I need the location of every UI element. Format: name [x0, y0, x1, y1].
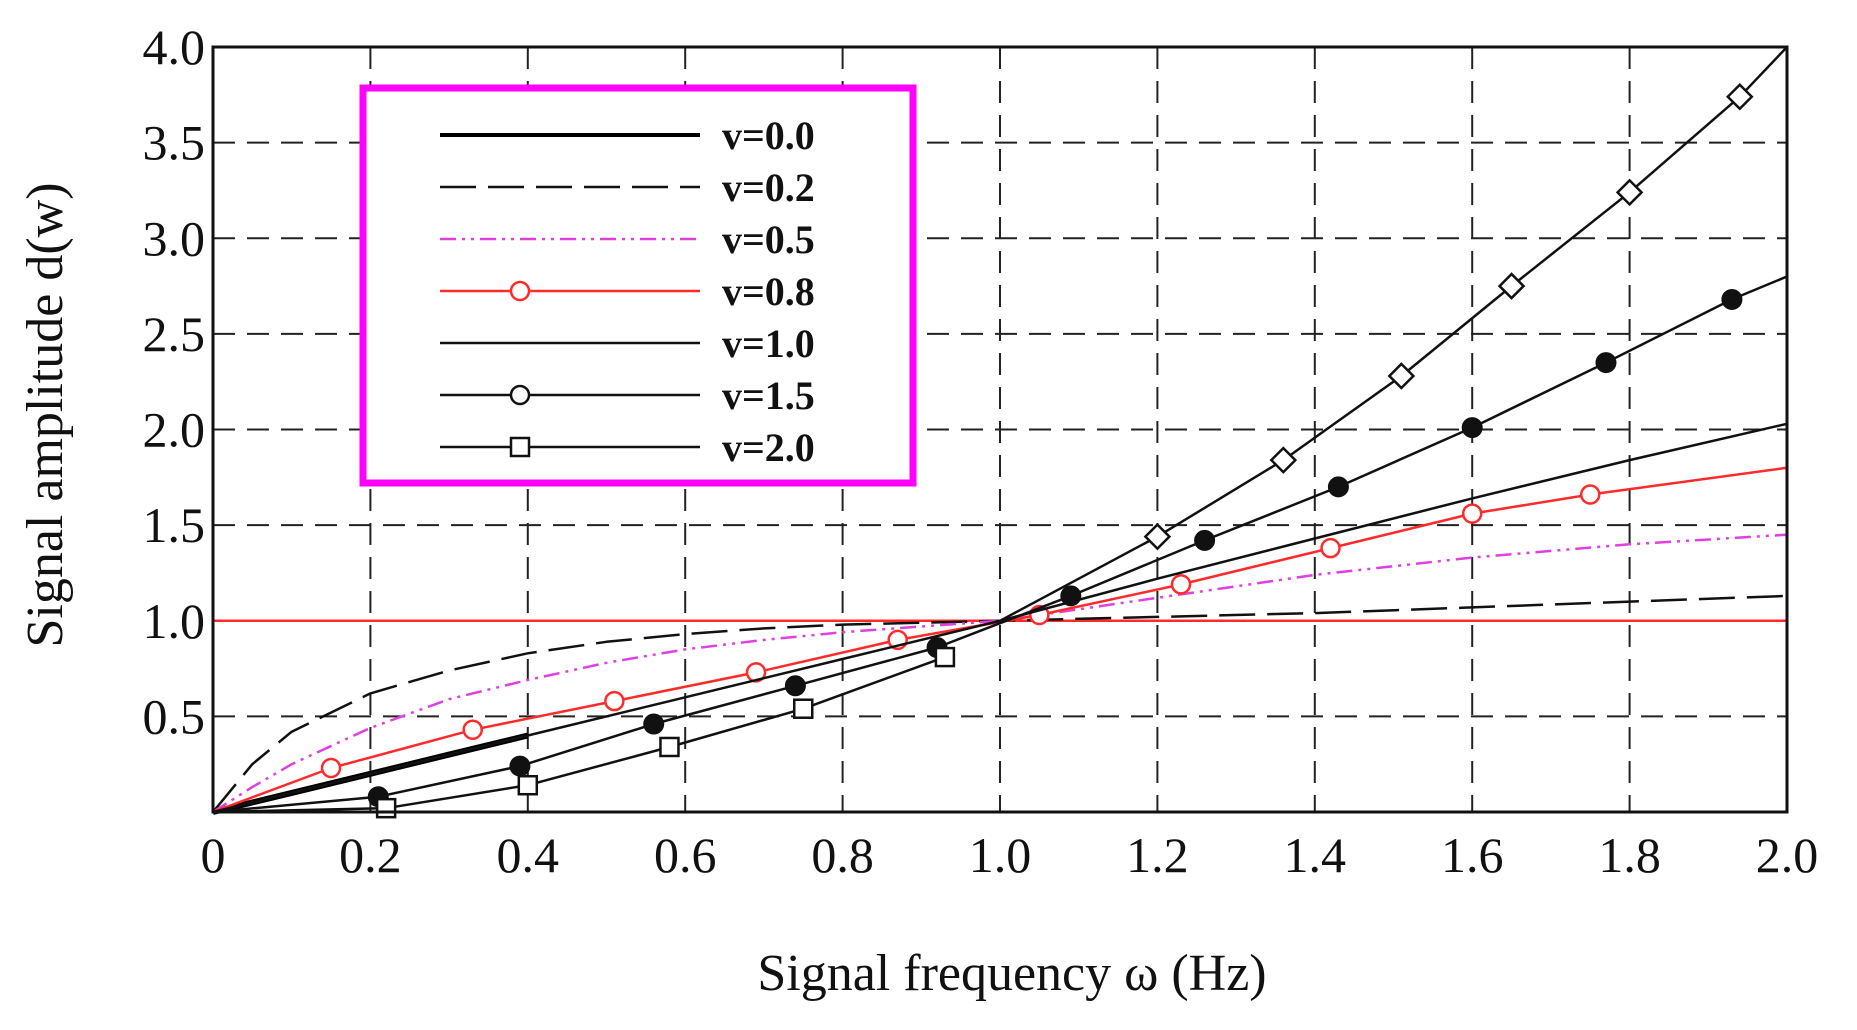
- data-point-7-5: [1615, 178, 1644, 207]
- series-line-2: [212, 533, 1788, 814]
- tick-labels: 0 0.2 0.4 0.6 0.8 1.0 1.2 1.4 1.6 1.8 2.0 0.5 1.0 1.5…: [143, 19, 1819, 883]
- data-point-7-6: [1726, 82, 1754, 111]
- data-point-3-10: [1580, 484, 1601, 505]
- legend-entry-0: v=0.0: [440, 113, 815, 158]
- series-7: [999, 46, 1788, 622]
- data-point-5-8: [1327, 476, 1349, 498]
- data-point-5-2: [509, 755, 531, 777]
- legend-label: v=0.8: [722, 269, 815, 314]
- x-tick-label: 1.6: [1441, 827, 1504, 883]
- series-6: [212, 646, 956, 819]
- legend-entry-4: v=1.0: [440, 321, 815, 366]
- data-point-3-4: [745, 662, 767, 683]
- series-line-1: [212, 594, 1788, 813]
- x-tick-label: 1.4: [1284, 827, 1347, 883]
- x-tick-label: 2.0: [1756, 827, 1819, 883]
- data-point-6-3: [659, 736, 680, 758]
- data-point-6-2: [517, 774, 539, 796]
- legend-label: v=1.0: [722, 321, 815, 366]
- series-line-6: [212, 655, 946, 814]
- y-tick-label: 3.5: [143, 115, 206, 171]
- data-point-7-4: [1497, 272, 1526, 300]
- legend-entry-1: v=0.2: [440, 165, 815, 210]
- data-point-3-8: [1320, 537, 1341, 559]
- data-point-5-7: [1194, 529, 1216, 551]
- series-1: [212, 594, 1788, 813]
- x-tick-label: 0.2: [339, 827, 402, 883]
- y-tick-label: 1.5: [143, 497, 206, 553]
- x-tick-label: 1.0: [969, 827, 1032, 883]
- legend: v=0.0 v=0.2 v=0.5 v=0.8 v=1.0 v=1.5 v=2.0: [359, 84, 917, 487]
- data-point-3-1: [320, 757, 342, 779]
- x-tick-label: 0.4: [497, 827, 560, 883]
- x-axis-title: Signal frequency ω (Hz): [757, 945, 1266, 1002]
- legend-entry-6: v=2.0: [440, 425, 815, 470]
- data-point-6-5: [934, 646, 956, 668]
- data-point-6-1: [375, 797, 397, 819]
- y-tick-label: 3.0: [143, 210, 206, 266]
- series-2: [212, 533, 1788, 814]
- legend-entry-2: v=0.5: [440, 217, 815, 262]
- legend-entry-3: v=0.8: [440, 269, 815, 314]
- data-point-7-2: [1269, 446, 1298, 474]
- data-point-5-6: [1060, 585, 1082, 607]
- x-tick-label: 1.8: [1598, 827, 1661, 883]
- data-point-6-4: [793, 698, 814, 719]
- data-point-7-3: [1387, 362, 1416, 390]
- y-tick-label: 1.0: [143, 593, 206, 649]
- legend-label: v=1.5: [722, 373, 815, 418]
- legend-box: [359, 84, 917, 487]
- y-tick-label: 2.5: [143, 306, 206, 362]
- data-point-3-7: [1170, 574, 1192, 595]
- x-tick-label: 0.6: [654, 827, 717, 883]
- legend-label: v=0.0: [722, 113, 815, 158]
- data-point-5-3: [643, 713, 665, 735]
- x-tick-label: 0: [201, 827, 226, 883]
- legend-entry-5: v=1.5: [440, 373, 815, 418]
- data-point-3-2: [462, 719, 483, 741]
- data-point-5-11: [1721, 288, 1743, 310]
- legend-marker: [509, 384, 531, 406]
- legend-label: v=0.2: [722, 165, 815, 210]
- legend-label: v=0.5: [722, 217, 815, 262]
- y-axis-title: Signal amplitude d(w): [17, 182, 74, 647]
- data-point-5-4: [784, 675, 806, 697]
- y-tick-label: 4.0: [143, 19, 206, 75]
- data-point-7-1: [1143, 522, 1172, 551]
- y-tick-label: 2.0: [143, 402, 206, 458]
- legend-label: v=2.0: [722, 425, 815, 470]
- plot-frame: [211, 45, 1789, 814]
- data-point-3-9: [1461, 503, 1483, 524]
- y-tick-label: 0.5: [143, 688, 206, 744]
- legend-marker: [509, 280, 531, 302]
- legend-entries: v=0.0 v=0.2 v=0.5 v=0.8 v=1.0 v=1.5 v=2.0: [440, 113, 815, 470]
- data-point-5-9: [1461, 417, 1483, 439]
- series-layer: [212, 46, 1788, 819]
- legend-marker: [509, 436, 531, 458]
- x-tick-label: 0.8: [811, 827, 874, 883]
- data-point-3-3: [604, 690, 625, 712]
- data-point-5-10: [1595, 352, 1617, 374]
- x-tick-label: 1.2: [1126, 827, 1189, 883]
- plot-border: [211, 45, 1789, 814]
- series-line-7: [999, 46, 1788, 622]
